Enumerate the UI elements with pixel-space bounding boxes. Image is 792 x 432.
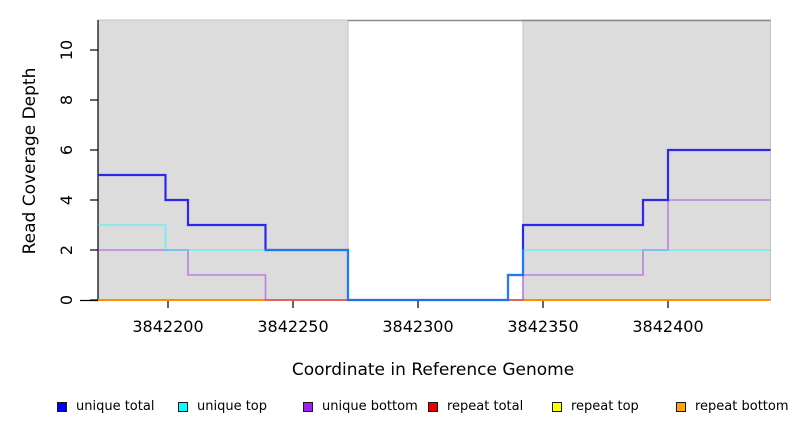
plot-canvas: 3842200 3842250 3842300 3842350 3842400 0 2 4 6 8… <box>57 19 771 336</box>
repeat-region <box>522 19 771 301</box>
y-axis-title: Read Coverage Depth <box>20 67 40 255</box>
x-tick-label: 3842400 <box>632 317 703 336</box>
legend-item-repeat-total: repeat total <box>428 396 523 418</box>
y-tick-label: 8 <box>57 95 76 105</box>
legend-item-unique-total: unique total <box>57 396 154 418</box>
legend-label: unique total <box>76 399 155 414</box>
legend-swatch <box>57 402 67 412</box>
x-axis-title: Coordinate in Reference Genome <box>291 360 575 380</box>
y-tick-label: 10 <box>57 40 76 60</box>
y-tick-label: 6 <box>57 145 76 155</box>
legend-item-repeat-bottom: repeat bottom <box>676 396 789 418</box>
legend-swatch <box>676 402 686 412</box>
legend-swatch <box>428 402 438 412</box>
legend-item-unique-bottom: unique bottom <box>303 396 418 418</box>
x-tick-label: 3842250 <box>257 317 328 336</box>
legend-swatch <box>178 402 188 412</box>
series-unique-bottom <box>98 199 771 301</box>
legend-item-repeat-top: repeat top <box>552 396 639 418</box>
legend-label: unique bottom <box>322 399 418 414</box>
y-tick-label: 4 <box>57 195 76 205</box>
y-tick-label: 2 <box>57 245 76 255</box>
repeat-region <box>97 19 349 301</box>
legend-swatch <box>303 402 313 412</box>
legend: unique total unique top unique bottom repea… <box>0 396 792 420</box>
legend-label: repeat bottom <box>695 399 789 414</box>
legend-label: unique top <box>197 399 268 414</box>
legend-label: repeat top <box>571 399 639 414</box>
legend-item-unique-top: unique top <box>178 396 267 418</box>
y-tick-label: 0 <box>57 295 76 305</box>
x-tick-label: 3842300 <box>382 317 453 336</box>
legend-label: repeat total <box>447 399 524 414</box>
x-tick-label: 3842200 <box>132 317 203 336</box>
series-unique-top <box>98 224 771 301</box>
x-tick-label: 3842350 <box>507 317 578 336</box>
legend-swatch <box>552 402 562 412</box>
